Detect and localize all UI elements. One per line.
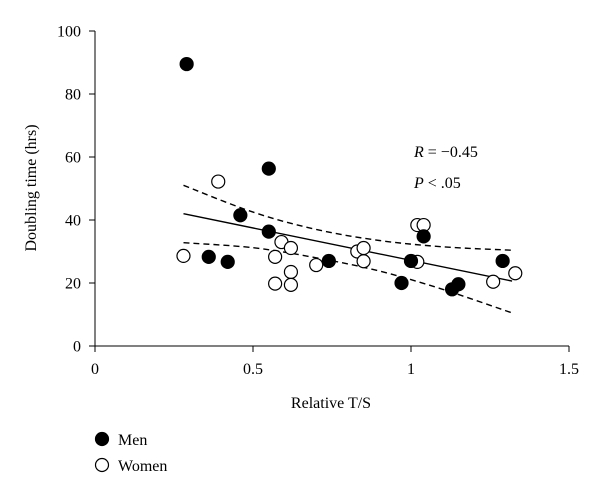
- point-men: [416, 229, 431, 244]
- legend-marker-men: [94, 431, 110, 447]
- point-men: [451, 277, 466, 292]
- y-tick-label: 0: [73, 339, 81, 356]
- x-tick-label: 0: [91, 361, 99, 378]
- point-women: [283, 277, 299, 292]
- point-men: [233, 208, 248, 223]
- point-men: [220, 254, 235, 269]
- regression-line: [183, 213, 513, 282]
- y-tick-label: 60: [65, 150, 81, 167]
- r-value: = −0.45: [424, 144, 478, 161]
- point-women: [211, 174, 226, 189]
- point-men: [403, 253, 419, 269]
- y-tick-label: 40: [65, 213, 81, 230]
- y-axis-label: Doubling time (hrs): [23, 124, 40, 251]
- confidence-band-lines: [183, 184, 513, 314]
- data-points: [176, 56, 523, 297]
- point-women: [268, 249, 283, 264]
- point-women: [268, 276, 283, 291]
- point-men: [261, 161, 276, 176]
- point-women: [508, 266, 523, 281]
- x-tick-label: 1: [407, 361, 415, 378]
- point-women: [309, 257, 324, 273]
- axes: 0 0.5 1 1.5 0 20 40 60 80 100: [57, 24, 579, 379]
- point-men: [495, 253, 510, 269]
- y-tick-label: 20: [65, 276, 81, 293]
- point-men: [201, 249, 216, 264]
- y-tick-label: 80: [65, 87, 81, 104]
- point-women: [356, 240, 371, 256]
- point-men: [321, 253, 336, 269]
- point-women: [486, 274, 501, 289]
- legend-marker-women: [94, 457, 110, 473]
- p-value: < .05: [424, 175, 461, 192]
- point-men: [394, 275, 409, 291]
- regression-line-group: [183, 213, 513, 282]
- confidence-upper-line: [183, 184, 513, 251]
- point-women: [283, 264, 299, 280]
- legend-label-men: Men: [118, 432, 147, 449]
- x-tick-label: 1.5: [559, 361, 579, 378]
- legend-label-women: Women: [118, 458, 167, 475]
- point-women: [283, 240, 299, 256]
- point-women: [176, 248, 191, 264]
- x-axis-label: Relative T/S: [291, 395, 371, 412]
- p-symbol: P: [413, 175, 424, 192]
- p-annotation: P < .05: [413, 175, 461, 192]
- legend: Men Women: [94, 431, 167, 475]
- point-men: [179, 56, 194, 72]
- y-tick-label: 100: [57, 24, 81, 41]
- r-annotation: R = −0.45: [413, 144, 478, 161]
- point-women: [356, 254, 371, 269]
- point-men: [261, 224, 276, 239]
- r-symbol: R: [413, 144, 424, 161]
- x-tick-label: 0.5: [243, 361, 263, 378]
- confidence-lower-line: [183, 242, 513, 314]
